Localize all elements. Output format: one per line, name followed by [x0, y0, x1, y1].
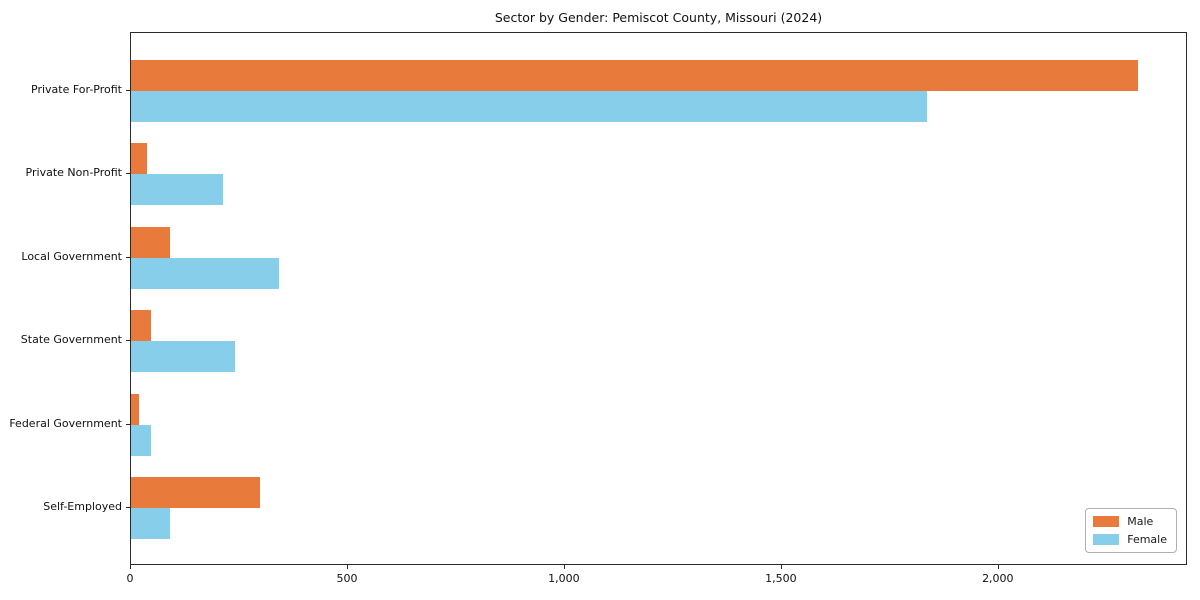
bar-male-federal-government — [131, 393, 140, 425]
bar-male-self-employed — [131, 477, 261, 509]
y-tick-mark — [126, 89, 130, 91]
bar-female-self-employed — [131, 508, 171, 540]
bar-male-local-government — [131, 226, 170, 258]
y-tick-mark — [126, 507, 130, 509]
x-tick-label-1500: 1,500 — [765, 572, 797, 585]
legend-swatch-male — [1093, 516, 1120, 527]
x-tick-label-2000: 2,000 — [982, 572, 1014, 585]
legend-item-male: Male — [1093, 515, 1167, 528]
bar-female-federal-government — [131, 424, 151, 456]
y-tick-mark — [126, 173, 130, 175]
bar-male-private-non-profit — [131, 143, 148, 175]
x-tick-mark — [780, 565, 782, 569]
plot-area: Male Female — [130, 32, 1187, 565]
y-tick-label-local-government: Local Government — [21, 249, 122, 263]
x-tick-mark — [997, 565, 999, 569]
bar-female-private-for-profit — [131, 90, 928, 122]
y-tick-label-private-non-profit: Private Non-Profit — [25, 166, 122, 180]
x-tick-mark — [346, 565, 348, 569]
legend-swatch-female — [1093, 534, 1120, 545]
legend-item-female: Female — [1093, 533, 1167, 546]
y-tick-label-state-government: State Government — [20, 333, 122, 347]
x-tick-mark — [130, 565, 131, 569]
chart-title: Sector by Gender: Pemiscot County, Misso… — [494, 10, 823, 25]
y-tick-mark — [126, 340, 130, 342]
legend-label-female: Female — [1127, 533, 1167, 546]
bar-female-local-government — [131, 257, 279, 289]
bar-male-private-for-profit — [131, 59, 1138, 91]
x-tick-label-500: 500 — [336, 572, 358, 585]
bar-male-state-government — [131, 310, 151, 342]
y-tick-mark — [126, 256, 130, 258]
legend-label-male: Male — [1127, 515, 1154, 528]
x-tick-mark — [563, 565, 565, 569]
bar-female-state-government — [131, 341, 235, 373]
bar-female-private-non-profit — [131, 174, 224, 206]
y-tick-label-federal-government: Federal Government — [9, 416, 122, 430]
y-tick-label-private-for-profit: Private For-Profit — [31, 82, 122, 96]
x-tick-label-0: 0 — [126, 572, 134, 585]
x-tick-label-1000: 1,000 — [548, 572, 580, 585]
y-tick-mark — [126, 423, 130, 425]
y-tick-label-self-employed: Self-Employed — [43, 500, 122, 514]
legend: Male Female — [1085, 508, 1177, 553]
